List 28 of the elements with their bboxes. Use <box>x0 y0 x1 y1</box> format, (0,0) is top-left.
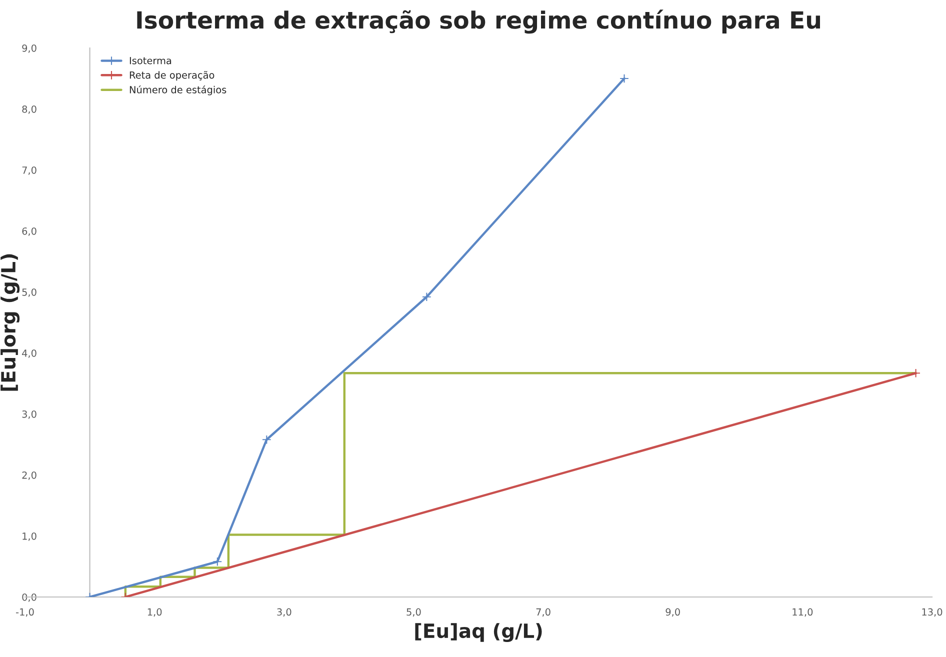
legend-label: Isoterma <box>130 57 172 64</box>
y-tick-label: 6,0 <box>22 227 36 236</box>
x-tick-label: 1,0 <box>148 608 162 617</box>
point <box>911 368 920 378</box>
x-axis-title: [Eu]aq (g/L) <box>415 623 542 642</box>
x-tick-label: 3,0 <box>277 608 292 617</box>
legend-label: Número de estágios <box>130 85 226 96</box>
y-tick-label: 3,0 <box>22 410 36 419</box>
x-tick-label: 7,0 <box>536 608 550 617</box>
point <box>422 292 432 302</box>
y-axis-title: [Eu]org (g/L) <box>0 254 20 391</box>
x-tick-label: 13,0 <box>922 608 942 617</box>
y-tick-label: 4,0 <box>22 349 36 358</box>
x-tick-label: 11,0 <box>792 608 813 617</box>
chart-title: Isorterma de extração sob regime contínuo para Eu <box>137 10 820 34</box>
point <box>262 434 272 444</box>
point <box>212 556 222 566</box>
y-tick-label: 2,0 <box>22 471 36 480</box>
legend-label: Reta de operação <box>130 71 214 81</box>
y-tick-label: 5,0 <box>22 288 36 297</box>
y-tick-label: 1,0 <box>22 532 36 541</box>
y-tick-label: 7,0 <box>22 166 36 175</box>
x-tick-label: 5,0 <box>406 608 421 617</box>
x-tick-label: 9,0 <box>666 608 680 617</box>
point <box>620 74 629 84</box>
x-tick-label: -1,0 <box>16 608 34 617</box>
y-tick-label: 8,0 <box>22 105 36 114</box>
y-tick-label: 9,0 <box>22 44 36 53</box>
